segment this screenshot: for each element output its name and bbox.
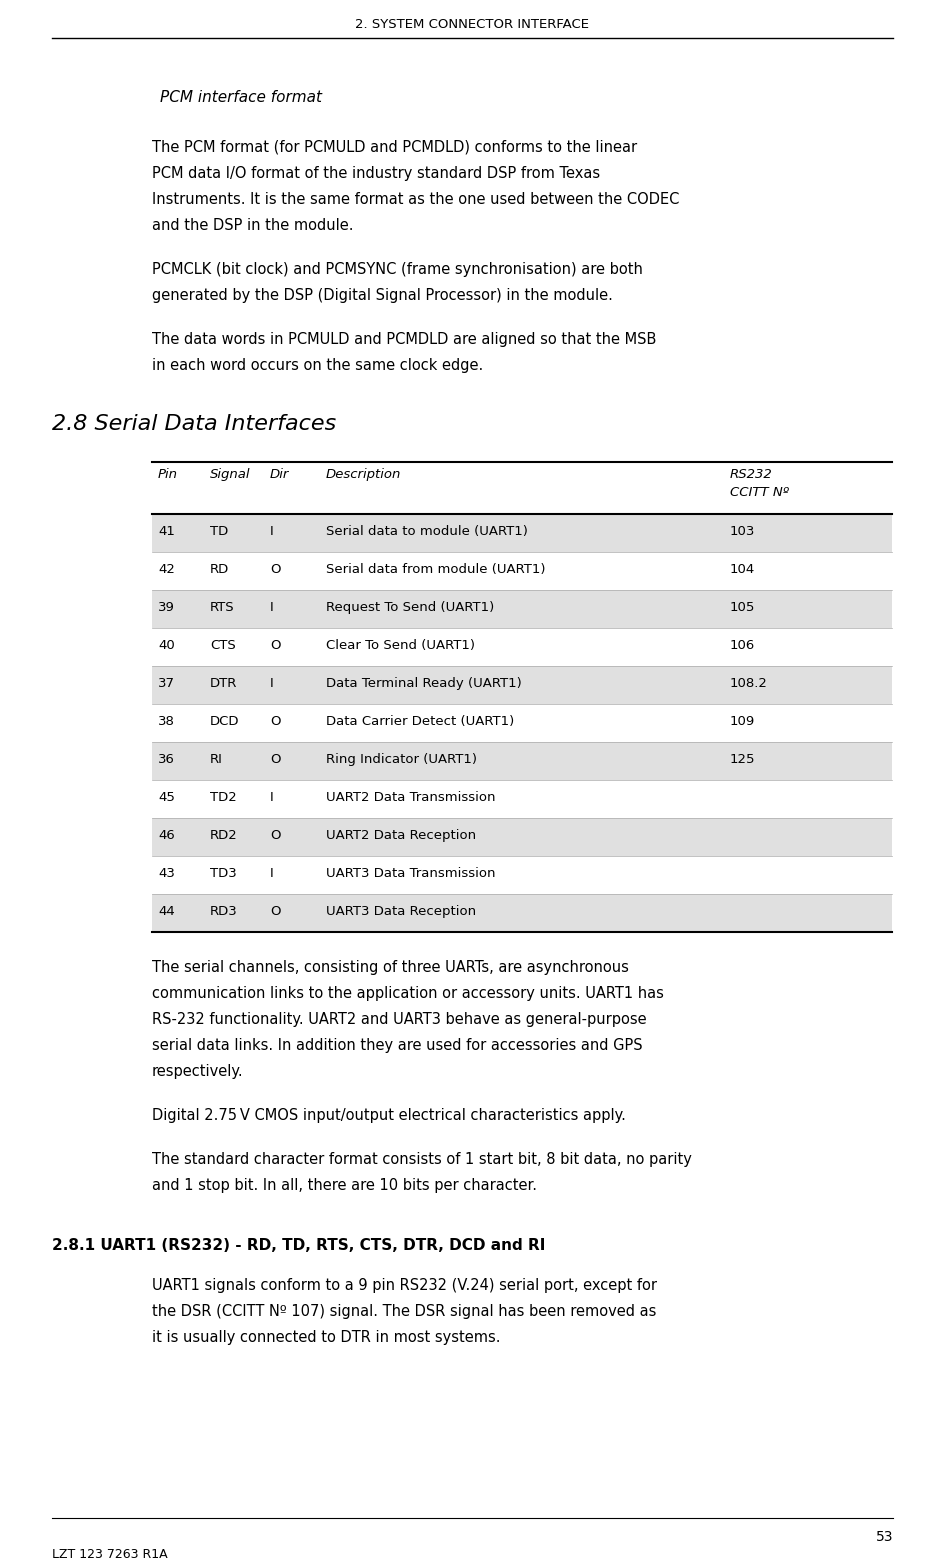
Text: 42: 42: [158, 562, 175, 576]
Text: UART1 signals conform to a 9 pin RS232 (V.24) serial port, except for: UART1 signals conform to a 9 pin RS232 (…: [152, 1278, 656, 1293]
Text: RD2: RD2: [210, 829, 238, 842]
Text: O: O: [270, 904, 280, 918]
Text: Digital 2.75 V CMOS input/output electrical characteristics apply.: Digital 2.75 V CMOS input/output electri…: [152, 1107, 625, 1123]
Text: TD2: TD2: [210, 790, 237, 804]
Text: the DSR (CCITT Nº 107) signal. The DSR signal has been removed as: the DSR (CCITT Nº 107) signal. The DSR s…: [152, 1304, 656, 1318]
Text: Pin: Pin: [158, 469, 177, 481]
Bar: [152, 704, 891, 742]
Text: it is usually connected to DTR in most systems.: it is usually connected to DTR in most s…: [152, 1329, 500, 1345]
Text: 46: 46: [158, 829, 175, 842]
Text: 44: 44: [158, 904, 175, 918]
Text: PCM interface format: PCM interface format: [160, 91, 322, 105]
Bar: [152, 665, 891, 704]
Text: DCD: DCD: [210, 715, 239, 728]
Text: TD: TD: [210, 525, 228, 537]
Text: Dir: Dir: [270, 469, 289, 481]
Bar: [152, 628, 891, 665]
Text: 106: 106: [729, 639, 754, 651]
Text: O: O: [270, 753, 280, 765]
Text: Data Carrier Detect (UART1): Data Carrier Detect (UART1): [326, 715, 514, 728]
Text: Data Terminal Ready (UART1): Data Terminal Ready (UART1): [326, 676, 521, 690]
Text: I: I: [270, 601, 274, 614]
Text: CTS: CTS: [210, 639, 235, 651]
Text: 2.8 Serial Data Interfaces: 2.8 Serial Data Interfaces: [52, 414, 336, 434]
Bar: [152, 551, 891, 590]
Text: 39: 39: [158, 601, 175, 614]
Text: 108.2: 108.2: [729, 676, 767, 690]
Text: The data words in PCMULD and PCMDLD are aligned so that the MSB: The data words in PCMULD and PCMDLD are …: [152, 333, 656, 347]
Bar: [152, 590, 891, 628]
Text: 40: 40: [158, 639, 175, 651]
Text: 36: 36: [158, 753, 175, 765]
Text: Serial data to module (UART1): Serial data to module (UART1): [326, 525, 528, 537]
Text: TD3: TD3: [210, 867, 237, 879]
Text: The PCM format (for PCMULD and PCMDLD) conforms to the linear: The PCM format (for PCMULD and PCMDLD) c…: [152, 141, 636, 155]
Text: 43: 43: [158, 867, 175, 879]
Text: PCMCLK (bit clock) and PCMSYNC (frame synchronisation) are both: PCMCLK (bit clock) and PCMSYNC (frame sy…: [152, 262, 642, 276]
Text: UART3 Data Reception: UART3 Data Reception: [326, 904, 476, 918]
Text: O: O: [270, 829, 280, 842]
Text: and 1 stop bit. In all, there are 10 bits per character.: and 1 stop bit. In all, there are 10 bit…: [152, 1178, 536, 1193]
Text: UART3 Data Transmission: UART3 Data Transmission: [326, 867, 495, 879]
Text: I: I: [270, 790, 274, 804]
Bar: [152, 779, 891, 818]
Text: O: O: [270, 562, 280, 576]
Bar: [152, 893, 891, 933]
Text: and the DSP in the module.: and the DSP in the module.: [152, 219, 353, 233]
Text: respectively.: respectively.: [152, 1064, 244, 1079]
Text: I: I: [270, 525, 274, 537]
Text: The standard character format consists of 1 start bit, 8 bit data, no parity: The standard character format consists o…: [152, 1153, 691, 1167]
Text: 38: 38: [158, 715, 175, 728]
Text: CCITT Nº: CCITT Nº: [729, 486, 788, 498]
Text: O: O: [270, 715, 280, 728]
Text: The serial channels, consisting of three UARTs, are asynchronous: The serial channels, consisting of three…: [152, 961, 628, 975]
Text: Signal: Signal: [210, 469, 250, 481]
Bar: [152, 514, 891, 551]
Text: in each word occurs on the same clock edge.: in each word occurs on the same clock ed…: [152, 358, 482, 373]
Text: Serial data from module (UART1): Serial data from module (UART1): [326, 562, 545, 576]
Text: 41: 41: [158, 525, 175, 537]
Text: RD3: RD3: [210, 904, 238, 918]
Text: 2.8.1 UART1 (RS232) - RD, TD, RTS, CTS, DTR, DCD and RI: 2.8.1 UART1 (RS232) - RD, TD, RTS, CTS, …: [52, 1239, 545, 1253]
Text: I: I: [270, 867, 274, 879]
Bar: [152, 856, 891, 893]
Text: communication links to the application or accessory units. UART1 has: communication links to the application o…: [152, 986, 664, 1001]
Text: UART2 Data Reception: UART2 Data Reception: [326, 829, 476, 842]
Text: Clear To Send (UART1): Clear To Send (UART1): [326, 639, 475, 651]
Text: RS232: RS232: [729, 469, 772, 481]
Text: LZT 123 7263 R1A: LZT 123 7263 R1A: [52, 1548, 167, 1560]
Text: 103: 103: [729, 525, 754, 537]
Text: RI: RI: [210, 753, 223, 765]
Text: Description: Description: [326, 469, 401, 481]
Bar: [152, 818, 891, 856]
Text: 2. SYSTEM CONNECTOR INTERFACE: 2. SYSTEM CONNECTOR INTERFACE: [355, 19, 588, 31]
Text: Ring Indicator (UART1): Ring Indicator (UART1): [326, 753, 477, 765]
Text: UART2 Data Transmission: UART2 Data Transmission: [326, 790, 495, 804]
Text: 104: 104: [729, 562, 754, 576]
Text: PCM data I/O format of the industry standard DSP from Texas: PCM data I/O format of the industry stan…: [152, 166, 599, 181]
Text: RD: RD: [210, 562, 229, 576]
Text: 37: 37: [158, 676, 175, 690]
Text: DTR: DTR: [210, 676, 237, 690]
Text: 109: 109: [729, 715, 754, 728]
Text: RS-232 functionality. UART2 and UART3 behave as general-purpose: RS-232 functionality. UART2 and UART3 be…: [152, 1012, 646, 1026]
Text: 45: 45: [158, 790, 175, 804]
Text: generated by the DSP (Digital Signal Processor) in the module.: generated by the DSP (Digital Signal Pro…: [152, 287, 613, 303]
Text: Instruments. It is the same format as the one used between the CODEC: Instruments. It is the same format as th…: [152, 192, 679, 208]
Text: O: O: [270, 639, 280, 651]
Text: I: I: [270, 676, 274, 690]
Bar: [152, 742, 891, 779]
Text: serial data links. In addition they are used for accessories and GPS: serial data links. In addition they are …: [152, 1039, 642, 1053]
Text: Request To Send (UART1): Request To Send (UART1): [326, 601, 494, 614]
Text: 125: 125: [729, 753, 754, 765]
Text: RTS: RTS: [210, 601, 234, 614]
Text: 53: 53: [874, 1531, 892, 1543]
Text: 105: 105: [729, 601, 754, 614]
